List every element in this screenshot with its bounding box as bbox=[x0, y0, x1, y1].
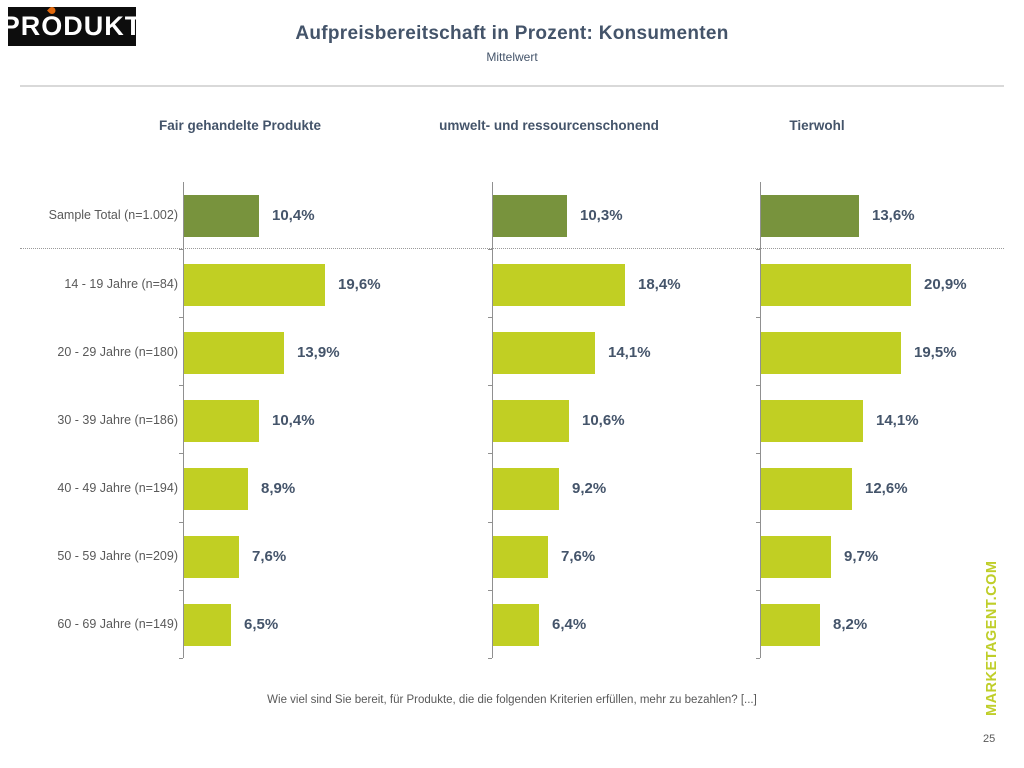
axis-tick bbox=[756, 385, 760, 386]
bar bbox=[184, 195, 259, 237]
bar bbox=[184, 400, 259, 442]
axis-tick bbox=[756, 453, 760, 454]
axis-tick bbox=[756, 590, 760, 591]
produkt-logo: PR O DUKT bbox=[2, 5, 141, 46]
bar-value-label: 10,4% bbox=[272, 412, 315, 429]
bar bbox=[184, 264, 325, 306]
bar-value-label: 12,6% bbox=[865, 480, 908, 497]
bar bbox=[761, 536, 831, 578]
row-label: 30 - 39 Jahre (n=186) bbox=[57, 413, 178, 427]
bar-value-label: 7,6% bbox=[561, 548, 596, 565]
axis-tick bbox=[179, 590, 183, 591]
bar-value-label: 8,9% bbox=[261, 480, 296, 497]
row-label: 20 - 29 Jahre (n=180) bbox=[57, 345, 178, 359]
bar-value-label: 18,4% bbox=[638, 276, 681, 293]
axis-tick bbox=[179, 453, 183, 454]
row-label: 60 - 69 Jahre (n=149) bbox=[57, 617, 178, 631]
bar bbox=[761, 264, 911, 306]
axis-tick bbox=[488, 453, 492, 454]
row-label: 50 - 59 Jahre (n=209) bbox=[57, 549, 178, 563]
page-title: Aufpreisbereitschaft in Prozent: Konsume… bbox=[295, 23, 729, 44]
bar bbox=[493, 264, 625, 306]
logo-text-post: DUKT bbox=[63, 11, 143, 41]
bar-value-label: 19,5% bbox=[914, 344, 957, 361]
axis-tick bbox=[756, 658, 760, 659]
marketagent-watermark: MARKETAGENT.COM bbox=[984, 560, 1000, 716]
total-separator-line bbox=[20, 248, 1004, 249]
page-number: 25 bbox=[983, 733, 996, 745]
bar-value-label: 19,6% bbox=[338, 276, 381, 293]
axis-tick bbox=[179, 249, 183, 250]
bar-value-label: 13,6% bbox=[872, 207, 915, 224]
column-header: umwelt- und ressourcenschonend bbox=[439, 118, 659, 133]
bar-value-label: 6,4% bbox=[552, 616, 587, 633]
bar bbox=[184, 332, 284, 374]
survey-question: Wie viel sind Sie bereit, für Produkte, … bbox=[267, 694, 757, 706]
bar-value-label: 9,7% bbox=[844, 548, 879, 565]
axis-tick bbox=[179, 522, 183, 523]
column-header: Fair gehandelte Produkte bbox=[158, 118, 322, 133]
axis-line bbox=[760, 182, 761, 658]
axis-tick bbox=[179, 317, 183, 318]
axis-tick bbox=[756, 317, 760, 318]
axis-tick bbox=[179, 385, 183, 386]
axis-tick bbox=[488, 317, 492, 318]
bar-value-label: 9,2% bbox=[572, 480, 607, 497]
bar bbox=[493, 400, 569, 442]
bar-value-label: 20,9% bbox=[924, 276, 967, 293]
bar bbox=[493, 468, 559, 510]
bar bbox=[761, 468, 852, 510]
axis-line bbox=[183, 182, 184, 658]
logo-text-o: O bbox=[41, 11, 64, 41]
axis-tick bbox=[756, 249, 760, 250]
bar bbox=[761, 604, 820, 646]
bar-value-label: 14,1% bbox=[608, 344, 651, 361]
bar bbox=[761, 332, 901, 374]
bar bbox=[184, 536, 239, 578]
bar bbox=[761, 195, 859, 237]
bar-value-label: 10,4% bbox=[272, 207, 315, 224]
bar-value-label: 7,6% bbox=[252, 548, 287, 565]
axis-tick bbox=[488, 590, 492, 591]
bar-value-label: 10,3% bbox=[580, 207, 623, 224]
bar-value-label: 13,9% bbox=[297, 344, 340, 361]
axis-tick bbox=[179, 658, 183, 659]
axis-tick bbox=[488, 522, 492, 523]
row-label: 14 - 19 Jahre (n=84) bbox=[64, 277, 178, 291]
axis-tick bbox=[488, 385, 492, 386]
column-header: Tierwohl bbox=[789, 118, 845, 133]
bar bbox=[184, 604, 231, 646]
bar bbox=[493, 332, 595, 374]
row-label: Sample Total (n=1.002) bbox=[48, 208, 178, 222]
bar-value-label: 6,5% bbox=[244, 616, 279, 633]
bar-value-label: 10,6% bbox=[582, 412, 625, 429]
page-subtitle: Mittelwert bbox=[486, 50, 538, 64]
axis-tick bbox=[756, 522, 760, 523]
axis-tick bbox=[488, 658, 492, 659]
logo-o-wrap: O bbox=[41, 5, 64, 42]
axis-tick bbox=[488, 249, 492, 250]
axis-line bbox=[492, 182, 493, 658]
logo-text-pre: PR bbox=[1, 11, 42, 41]
bar-value-label: 8,2% bbox=[833, 616, 868, 633]
bar bbox=[493, 536, 548, 578]
header-divider bbox=[20, 85, 1004, 87]
bar bbox=[184, 468, 248, 510]
bar bbox=[493, 604, 539, 646]
bar bbox=[761, 400, 863, 442]
row-label: 40 - 49 Jahre (n=194) bbox=[57, 481, 178, 495]
bar-value-label: 14,1% bbox=[876, 412, 919, 429]
bar bbox=[493, 195, 567, 237]
